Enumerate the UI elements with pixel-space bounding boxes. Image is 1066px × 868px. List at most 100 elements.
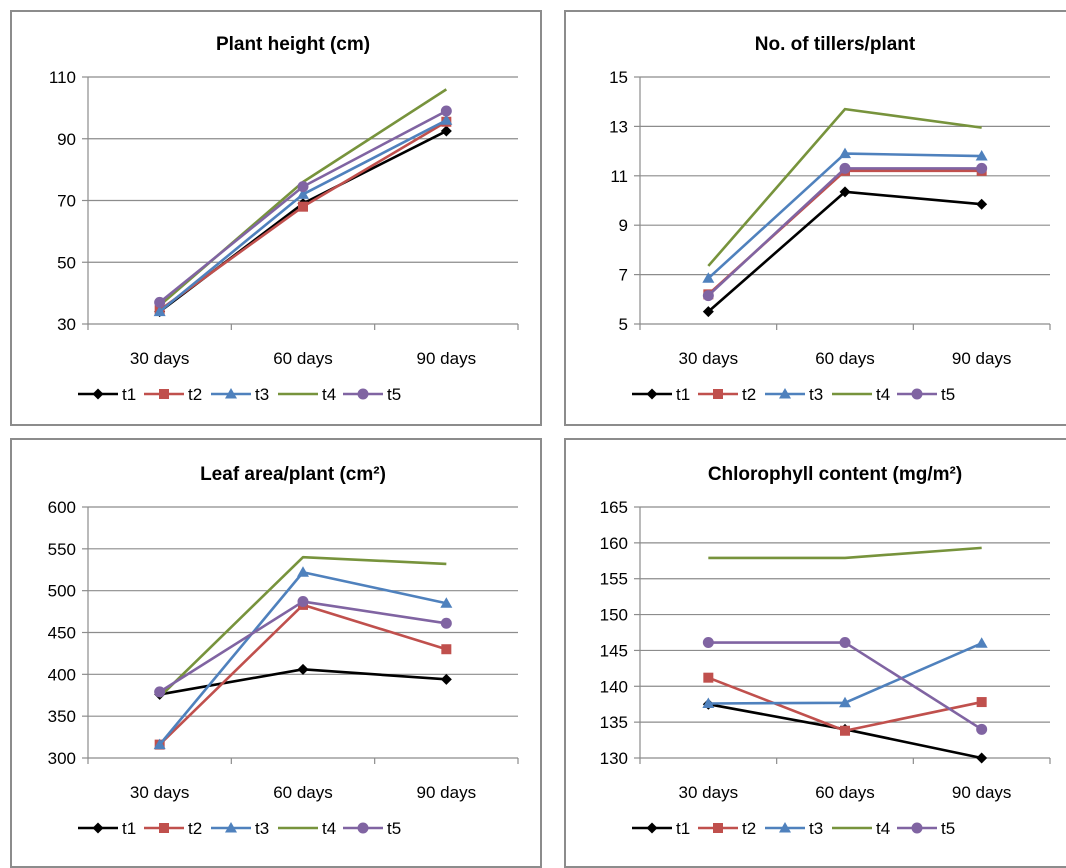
series-t5 [702,162,988,302]
y-tick-label: 5 [619,315,628,334]
x-tick-label: 60 days [815,349,875,368]
data-point-t5 [440,617,452,629]
data-point-t3 [975,637,988,648]
x-tick-label: 90 days [417,783,477,802]
series-t4 [707,107,982,267]
data-point-t1 [976,198,988,210]
series-t2 [154,116,452,316]
y-tick-label: 13 [609,117,628,136]
legend-marker-t2 [713,389,723,399]
legend-label-t1: t1 [122,385,136,404]
chart-panel-chlorophyll: Chlorophyll content (mg/m²) 130 135 140 145 1… [564,438,1066,868]
data-point-t3 [839,696,851,708]
legend-label-t4: t4 [876,385,890,404]
legend-marker-t1 [92,388,104,400]
y-tick-label: 15 [609,68,628,87]
y-tick-label: 7 [619,266,628,285]
data-point-t3 [153,305,166,317]
y-tick-label: 90 [57,130,76,149]
y-tick-label: 300 [48,749,76,768]
x-tick-label: 30 days [130,349,190,368]
legend-label-t1: t1 [676,385,690,404]
data-point-t3 [440,114,453,125]
y-tick-label: 160 [600,534,628,553]
series-t1 [154,663,452,700]
legend-marker-t1 [646,822,658,834]
y-tick-label: 9 [619,216,628,235]
legend-label-t1: t1 [122,819,136,838]
x-tick-label: 90 days [417,349,477,368]
series-t1 [702,186,988,318]
data-point-t5 [839,637,851,649]
data-point-t1 [440,125,452,137]
legend-marker-t2 [159,823,169,833]
data-point-t1 [297,663,309,675]
data-point-t2 [976,697,987,708]
data-point-t1 [839,186,851,198]
legend-label-t2: t2 [742,819,756,838]
legend-label-t1: t1 [676,819,690,838]
legend-label-t4: t4 [876,819,890,838]
legend: t1 t2 t3 t4 t5 [632,819,955,838]
y-tick-label: 155 [600,570,628,589]
y-tick-label: 135 [600,713,628,732]
legend-marker-t1 [646,388,658,400]
chart-title: Chlorophyll content (mg/m²) [708,464,962,485]
data-point-t5 [839,162,851,174]
data-point-t5 [976,723,988,735]
chart-panel-plant-height: Plant height (cm) 30 50 70 90 110 30 days 60 da… [10,10,542,426]
chart-tillers: No. of tillers/plant 5 7 9 11 13 15 30 days 60 d… [609,34,1051,404]
data-point-t2 [703,672,714,683]
series-line-t4 [708,546,982,560]
legend-label-t3: t3 [255,819,269,838]
y-tick-label: 400 [48,665,76,684]
series-line-t1 [158,129,447,313]
data-point-t5 [440,105,452,117]
chart-title: Leaf area/plant (cm²) [200,464,386,485]
legend-marker-t5 [357,822,369,834]
chart-title: Plant height (cm) [216,34,370,55]
series-t3 [702,637,988,708]
data-point-t5 [154,686,166,698]
series-line-t4 [158,555,447,698]
y-tick-label: 50 [57,253,76,272]
chart-title: No. of tillers/plant [755,34,916,55]
data-point-t3 [440,597,453,608]
legend-marker-t5 [357,388,369,400]
legend-marker-t5 [911,388,923,400]
chart-panel-tillers: No. of tillers/plant 5 7 9 11 13 15 30 days 60 d… [564,10,1066,426]
legend-marker-t2 [159,389,169,399]
y-tick-label: 70 [57,192,76,211]
y-tick-label: 140 [600,677,628,696]
x-tick-label: 30 days [679,349,739,368]
y-tick-label: 145 [600,641,628,660]
data-point-t3 [297,566,309,577]
y-tick-label: 550 [48,540,76,559]
y-tick-label: 165 [600,498,628,517]
data-point-t5 [976,162,988,174]
series-t3 [702,147,988,283]
data-point-t5 [297,181,309,193]
data-point-t2 [298,201,308,212]
y-tick-label: 600 [48,498,76,517]
data-point-t1 [440,673,452,685]
chart-chlorophyll: Chlorophyll content (mg/m²) 130 135 140 145 1… [600,464,1051,838]
data-point-t5 [297,596,309,608]
chart-plant-height: Plant height (cm) 30 50 70 90 110 30 days 60 da… [49,34,519,404]
legend-label-t3: t3 [255,385,269,404]
series-t4 [158,555,447,698]
data-point-t1 [976,752,988,764]
legend-label-t2: t2 [742,385,756,404]
data-point-t5 [702,637,714,649]
y-tick-label: 150 [600,606,628,625]
data-point-t5 [702,290,714,302]
legend-label-t5: t5 [941,819,955,838]
x-tick-label: 60 days [273,783,333,802]
series-line-t4 [707,107,982,267]
data-point-t3 [153,738,166,750]
series-t5 [154,105,452,308]
y-tick-label: 30 [57,315,76,334]
series-line-t2 [158,120,447,312]
series-t1 [154,125,452,318]
series-line-t3 [158,119,447,313]
